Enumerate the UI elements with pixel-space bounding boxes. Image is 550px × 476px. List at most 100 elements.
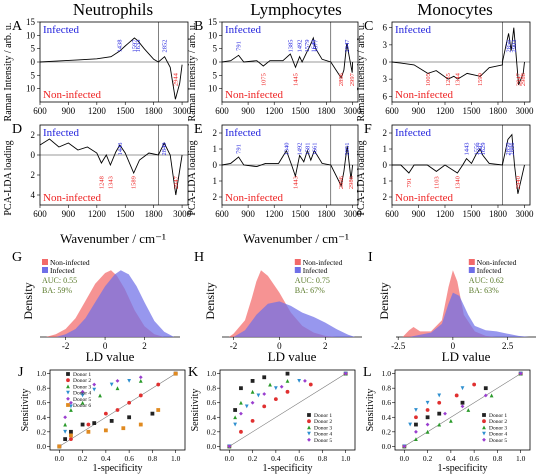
roc-point [460,404,465,409]
x-tick-label: 3000 [344,209,363,219]
y-tick-label: 5 [213,70,218,80]
roc-point [448,419,453,423]
x-tick-label: 1500 [462,106,481,116]
lda-ylabel-F: PCA-LDA loading [356,140,367,215]
roc-point [425,422,430,427]
x-tick-label: 0.6 [294,454,304,463]
peak-label: 791 [406,178,413,188]
y-tick-label: 0.8 [207,384,217,393]
x-tick-label: 0.2 [78,454,88,463]
roc-point [414,408,418,412]
roc-point [256,393,261,398]
roc-point [466,408,471,412]
roc-point [233,408,238,412]
roc-point [150,411,155,416]
x-tick-label: 3000 [515,209,534,219]
peak-label: 1492 [297,40,304,53]
legend-label: Donor 5 [314,438,332,444]
peak-label: 2947 [344,39,351,53]
legend-label: Non-infected [303,258,343,267]
x-tick-label: 0.4 [271,454,281,463]
y-tick-label: 0.8 [37,384,47,393]
peak-label: 1597 [131,39,138,53]
roc-point [86,422,91,427]
plot-frame [394,369,531,451]
y-tick-label: 1 [213,144,218,154]
x-tick-label: 900 [62,209,76,219]
x-tick-label: 0.0 [225,454,235,463]
roc-point [472,382,477,387]
y-tick-label: 2 [383,128,388,138]
x-tick-label: 3000 [515,106,534,116]
y-tick-label: 0.0 [382,442,392,451]
peak-label: 791 [236,41,243,51]
roc-point [402,444,407,449]
legend-label: Donor 4 [314,432,332,438]
peak-label: 1492 [297,143,304,156]
roc-point [425,415,430,420]
peak-label: 1633 [135,40,142,53]
roc-point [239,429,243,434]
roc-point [250,419,255,423]
roc-point [239,386,243,391]
roc-point [414,415,418,420]
peak-label: 2986 [348,175,355,189]
x-tick-label: 3000 [173,209,192,219]
xlabel: 1-specificity [438,463,488,474]
roc-point [262,404,267,409]
peak-label: 2988 [520,73,527,86]
roc-point [69,429,73,434]
noninfected-label: Non-infected [43,192,102,204]
wavenumber-label-left: Wavenumber / cm⁻¹ [60,231,166,246]
xlabel: LD value [442,349,491,364]
x-tick-label: 1200 [436,209,455,219]
roc-point [86,429,91,434]
panel-letter: E [194,122,203,137]
peak-label: 2947 [516,72,523,86]
panel-letter: G [12,250,22,265]
legend-label: Donor 4 [73,391,91,397]
roc-point [285,389,290,394]
y-tick-label: 4 [31,190,36,200]
roc-point [109,419,114,423]
roc-point [250,400,255,405]
roc-point [115,386,120,391]
roc-point [460,400,465,405]
roc-point [66,390,70,395]
y-tick-label: 5 [213,44,218,54]
peak-label: 2886 [509,142,516,156]
ylabel: Density [21,282,35,319]
roc-point [233,422,238,427]
x-tick-label: 900 [412,106,426,116]
peak-label: 2947 [173,175,180,189]
peak-label: 2903 [511,40,518,53]
roc-point [57,444,62,449]
roc-point [285,379,290,383]
legend-label: Donor 5 [73,397,91,403]
x-tick-label: 1800 [145,106,164,116]
y-tick-label: 0.4 [382,413,392,422]
x-tick-label: 600 [33,209,47,219]
y-tick-label: 0.6 [382,398,392,407]
peak-label: 1443 [117,143,124,156]
peak-label: 1248 [98,176,105,189]
roc-point [66,396,70,401]
legend-label: Donor 3 [489,425,507,431]
peak-label: 2944 [172,72,179,86]
peak-label: 1075 [260,73,267,86]
y-tick-label: 10 [208,84,218,94]
peak-label: 1661 [311,143,318,156]
roc-point [297,379,302,383]
density-infected [55,270,175,337]
roc-point [273,386,278,391]
roc-point [66,384,70,389]
roc-point [273,397,278,401]
lda-ylabel-D: PCA-LDA loading [3,140,14,215]
roc-point [483,386,488,391]
peak-label: 1344 [455,72,462,86]
lda-ylabel-E: PCA-LDA loading [187,140,198,215]
y-tick-label: 3 [383,74,388,84]
roc-point [92,387,97,392]
peak-label: 1438 [116,40,123,53]
y-tick-label: 0 [383,160,388,170]
